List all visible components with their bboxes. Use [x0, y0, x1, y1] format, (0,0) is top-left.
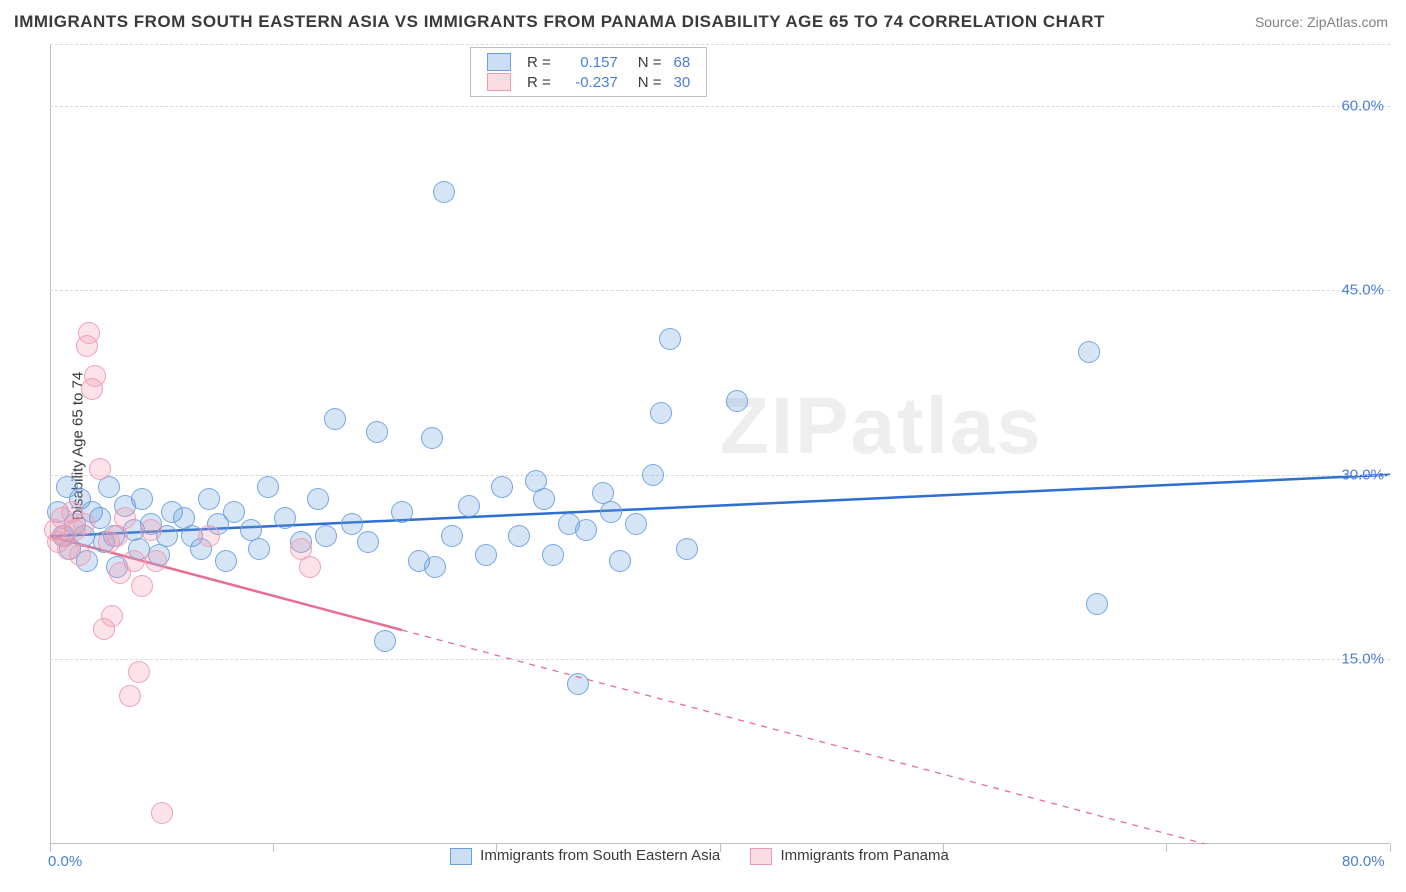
legend-n-label: N =	[624, 52, 668, 72]
data-point	[659, 328, 681, 350]
gridline-h	[50, 44, 1390, 45]
data-point	[324, 408, 346, 430]
x-tick	[1390, 844, 1391, 852]
data-point	[567, 673, 589, 695]
chart-title: IMMIGRANTS FROM SOUTH EASTERN ASIA VS IM…	[14, 12, 1105, 32]
source-attribution: Source: ZipAtlas.com	[1255, 14, 1388, 30]
data-point	[391, 501, 413, 523]
data-point	[145, 550, 167, 572]
data-point	[609, 550, 631, 572]
data-point	[101, 605, 123, 627]
data-point	[131, 575, 153, 597]
scatter-chart: ZIPatlas 15.0%30.0%45.0%60.0%0.0%80.0%R …	[50, 44, 1390, 844]
data-point	[458, 495, 480, 517]
y-tick-label: 60.0%	[1341, 97, 1384, 114]
data-point	[248, 538, 270, 560]
data-point	[366, 421, 388, 443]
legend-r-label: R =	[521, 52, 557, 72]
data-point	[508, 525, 530, 547]
data-point	[441, 525, 463, 547]
legend-n-value: 30	[668, 72, 697, 92]
legend-swatch	[487, 73, 511, 91]
data-point	[575, 519, 597, 541]
data-point	[198, 525, 220, 547]
data-point	[131, 488, 153, 510]
legend-swatch	[450, 848, 472, 865]
data-point	[151, 802, 173, 824]
legend-item: Immigrants from South Eastern Asia	[450, 847, 720, 865]
data-point	[215, 550, 237, 572]
data-point	[223, 501, 245, 523]
legend-r-value: 0.157	[557, 52, 624, 72]
data-point	[119, 685, 141, 707]
legend-r-value: -0.237	[557, 72, 624, 92]
data-point	[433, 181, 455, 203]
data-point	[374, 630, 396, 652]
data-point	[1086, 593, 1108, 615]
data-point	[357, 531, 379, 553]
data-point	[69, 544, 91, 566]
data-point	[341, 513, 363, 535]
legend-series-name: Immigrants from Panama	[780, 847, 948, 864]
x-tick	[50, 844, 51, 852]
y-axis-line	[50, 44, 51, 844]
y-tick-label: 15.0%	[1341, 651, 1384, 668]
gridline-h	[50, 106, 1390, 107]
watermark: ZIPatlas	[720, 380, 1043, 472]
series-legend: Immigrants from South Eastern Asia Immig…	[450, 847, 949, 865]
x-tick-label: 80.0%	[1342, 853, 1385, 870]
data-point	[533, 488, 555, 510]
data-point	[600, 501, 622, 523]
x-tick	[273, 844, 274, 852]
data-point	[123, 550, 145, 572]
gridline-h	[50, 290, 1390, 291]
x-tick-label: 0.0%	[48, 853, 82, 870]
data-point	[475, 544, 497, 566]
data-point	[89, 458, 111, 480]
regression-lines	[50, 44, 1390, 844]
gridline-h	[50, 475, 1390, 476]
legend-n-label: N =	[624, 72, 668, 92]
legend-swatch	[750, 848, 772, 865]
correlation-legend: R =0.157N =68 R =-0.237N =30	[470, 47, 707, 97]
data-point	[198, 488, 220, 510]
data-point	[73, 513, 95, 535]
y-tick-label: 30.0%	[1341, 466, 1384, 483]
data-point	[650, 402, 672, 424]
legend-n-value: 68	[668, 52, 697, 72]
data-point	[299, 556, 321, 578]
gridline-h	[50, 659, 1390, 660]
data-point	[625, 513, 647, 535]
data-point	[424, 556, 446, 578]
data-point	[1078, 341, 1100, 363]
data-point	[78, 322, 100, 344]
legend-swatch	[487, 53, 511, 71]
data-point	[421, 427, 443, 449]
data-point	[726, 390, 748, 412]
data-point	[307, 488, 329, 510]
data-point	[257, 476, 279, 498]
data-point	[274, 507, 296, 529]
data-point	[676, 538, 698, 560]
data-point	[542, 544, 564, 566]
data-point	[642, 464, 664, 486]
data-point	[84, 365, 106, 387]
data-point	[128, 661, 150, 683]
legend-series-name: Immigrants from South Eastern Asia	[480, 847, 720, 864]
y-tick-label: 45.0%	[1341, 282, 1384, 299]
data-point	[491, 476, 513, 498]
legend-r-label: R =	[521, 72, 557, 92]
data-point	[140, 519, 162, 541]
data-point	[315, 525, 337, 547]
x-tick	[1166, 844, 1167, 852]
data-point	[114, 507, 136, 529]
legend-item: Immigrants from Panama	[750, 847, 949, 865]
